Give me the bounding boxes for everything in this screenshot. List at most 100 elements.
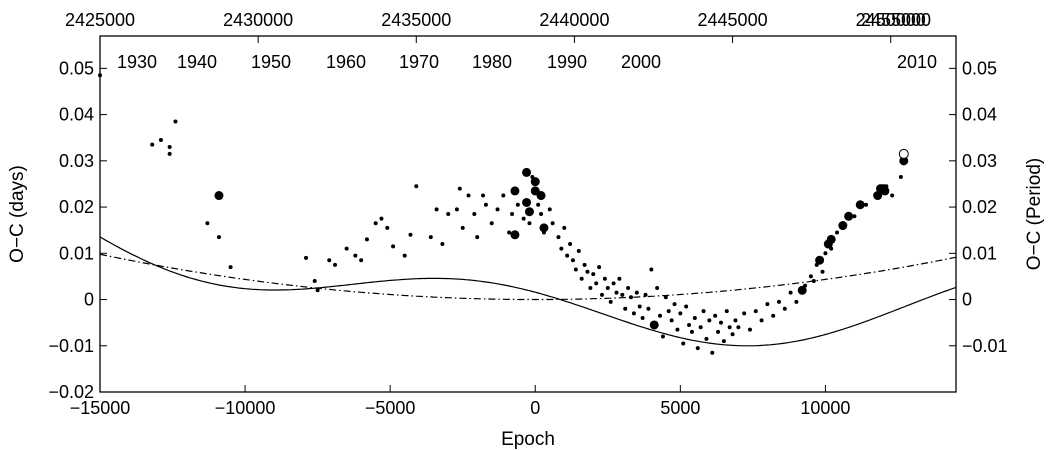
- data-point: [495, 207, 500, 212]
- data-point: [597, 265, 602, 270]
- data-point: [550, 221, 555, 226]
- axis-ticks: −15000 −10000 −5000 0 5000 10000 −0.02 −0.01 0 0.…: [48, 10, 1007, 418]
- top-tick-label: 2450000: [856, 10, 926, 30]
- data-point-large: [844, 211, 854, 221]
- data-point: [643, 292, 648, 297]
- x-tick-label: −5000: [365, 398, 416, 418]
- data-point: [588, 285, 593, 290]
- data-point: [385, 225, 390, 230]
- data-point: [704, 336, 709, 341]
- data-point-large: [899, 156, 909, 166]
- data-point: [782, 306, 787, 311]
- y-tick-label: 0.01: [59, 243, 94, 263]
- data-point: [820, 269, 825, 274]
- data-point: [689, 329, 694, 334]
- right-tick-label: 0.02: [962, 197, 997, 217]
- data-point: [353, 253, 358, 258]
- y-axis-label-left: O−C (days): [7, 165, 28, 263]
- x-tick-label: −15000: [70, 398, 131, 418]
- data-point-large: [797, 285, 807, 295]
- data-point: [724, 309, 729, 314]
- data-point: [414, 184, 419, 189]
- data-point-large: [510, 186, 520, 196]
- data-point: [681, 341, 686, 346]
- data-point: [457, 186, 462, 191]
- data-point: [646, 306, 651, 311]
- data-point: [576, 248, 581, 253]
- y-tick-label: 0.05: [59, 58, 94, 78]
- data-point: [359, 258, 364, 263]
- data-point: [701, 309, 706, 314]
- fit-curve-solid: [100, 236, 956, 347]
- data-point: [402, 253, 407, 258]
- data-point-open: [898, 148, 909, 159]
- data-point: [649, 267, 654, 272]
- data-point: [620, 292, 625, 297]
- data-point: [634, 290, 639, 295]
- data-point: [167, 144, 172, 149]
- year-label: 2010: [897, 52, 937, 72]
- data-point: [562, 225, 567, 230]
- data-point: [733, 318, 738, 323]
- y-axis-label-right: O−C (Period): [1024, 158, 1045, 270]
- data-point: [730, 332, 735, 337]
- x-tick-label: 5000: [660, 398, 700, 418]
- data-point: [568, 242, 573, 247]
- data-point: [515, 202, 520, 207]
- data-point: [547, 207, 552, 212]
- data-point: [364, 237, 369, 242]
- data-point: [510, 212, 515, 216]
- data-point: [460, 225, 465, 230]
- plot-frame: [99, 35, 957, 393]
- top-tick-label: 2445000: [698, 10, 768, 30]
- data-point: [327, 258, 332, 263]
- data-point: [565, 253, 570, 258]
- x-tick-label: 0: [530, 398, 540, 418]
- data-point: [747, 327, 752, 332]
- data-point: [475, 235, 480, 240]
- y-tick-label: 0.02: [59, 197, 94, 217]
- data-point: [602, 276, 607, 281]
- data-point: [759, 318, 764, 323]
- top-tick-label: 2425000: [65, 10, 135, 30]
- right-tick-label: 0: [962, 290, 972, 310]
- fit-curve-dashdot: [100, 253, 956, 301]
- right-tick-label: 0.05: [962, 58, 997, 78]
- year-label: 1940: [177, 52, 217, 72]
- data-point: [707, 318, 712, 323]
- data-point: [556, 235, 561, 240]
- data-point: [228, 265, 233, 270]
- data-point: [898, 175, 903, 180]
- year-label: 1930: [117, 52, 157, 72]
- data-point: [614, 290, 619, 295]
- data-point: [312, 279, 317, 284]
- data-point: [626, 285, 631, 290]
- data-point: [150, 142, 155, 147]
- data-point: [788, 290, 793, 295]
- data-point: [379, 216, 384, 221]
- y-tick-label: 0.03: [59, 151, 94, 171]
- data-point: [617, 276, 622, 281]
- data-point: [539, 212, 544, 216]
- data-point-large: [873, 191, 883, 201]
- data-point: [483, 202, 488, 207]
- data-point: [640, 316, 645, 321]
- data-point: [304, 255, 309, 260]
- data-point: [521, 216, 526, 221]
- y-tick-label: −0.01: [48, 336, 94, 356]
- data-point-large: [530, 177, 540, 187]
- data-point: [315, 288, 320, 293]
- data-point-large: [539, 223, 549, 233]
- data-point: [454, 207, 459, 212]
- fit-curves: [100, 236, 956, 347]
- year-label: 1980: [472, 52, 512, 72]
- data-point: [582, 262, 587, 267]
- data-point: [890, 193, 895, 198]
- data-point: [666, 309, 671, 314]
- year-label: 1960: [326, 52, 366, 72]
- data-points: [98, 73, 909, 355]
- data-point-large: [815, 255, 825, 265]
- data-point: [721, 339, 726, 344]
- data-point: [736, 325, 741, 330]
